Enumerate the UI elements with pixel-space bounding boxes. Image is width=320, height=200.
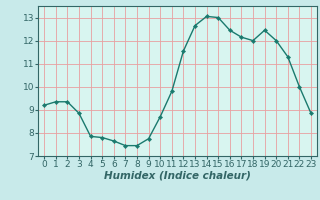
X-axis label: Humidex (Indice chaleur): Humidex (Indice chaleur) — [104, 171, 251, 181]
